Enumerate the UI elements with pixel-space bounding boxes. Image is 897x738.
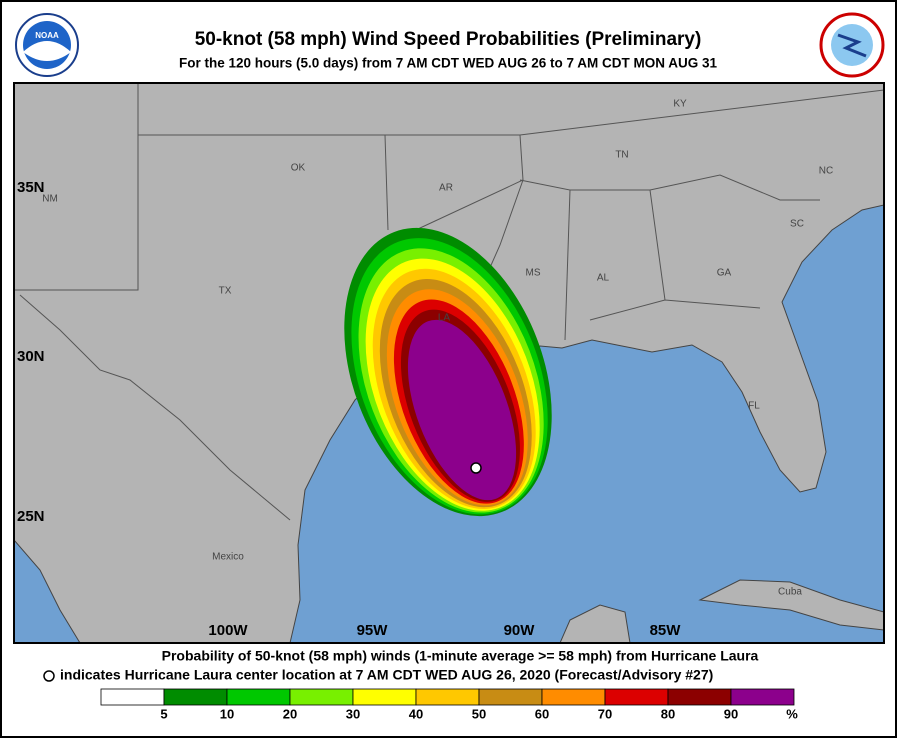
place-label: FL: [748, 401, 760, 412]
place-label: TX: [219, 286, 232, 297]
legend-swatch: [289, 688, 354, 706]
map-border: [13, 82, 885, 644]
logo-text: NOAA: [35, 31, 59, 40]
place-label: AR: [439, 183, 453, 194]
place-label: LA: [438, 313, 451, 324]
noaa-logo: NOAA: [15, 13, 79, 77]
legend-tick-label: 30: [346, 706, 360, 721]
cuba: [698, 579, 884, 631]
legend-swatch: [100, 688, 165, 706]
legend-tick-label: 20: [283, 706, 297, 721]
legend: 5 10 20 30 40 50 60 70 80 90%: [100, 688, 798, 721]
footer-line1: Probability of 50-knot (58 mph) winds (1…: [162, 648, 759, 664]
place-label: Mexico: [212, 552, 244, 563]
map: KY TN NC OK AR SC NM MS AL GA TX LA FL Mexico Cuba 35N 3…: [14, 83, 884, 643]
lon-label: 90W: [504, 622, 536, 639]
lat-label: 25N: [17, 508, 45, 525]
pacific: [14, 539, 81, 643]
place-label: KY: [673, 99, 687, 110]
place-label: NM: [42, 194, 58, 205]
title: 50-knot (58 mph) Wind Speed Probabilitie…: [195, 29, 702, 50]
legend-swatch: [226, 688, 291, 706]
lat-label: 30N: [17, 348, 45, 365]
place-label: OK: [291, 163, 306, 174]
place-label: MS: [526, 268, 541, 279]
legend-swatch: [415, 688, 480, 706]
swath-band: [407, 319, 517, 501]
lon-label: 85W: [650, 622, 682, 639]
legend-swatch: [478, 688, 543, 706]
map-labels: KY TN NC OK AR SC NM MS AL GA TX LA FL Mexico Cuba 35N 3…: [17, 99, 833, 639]
legend-swatch: [163, 688, 228, 706]
place-label: AL: [597, 273, 610, 284]
place-label: Cuba: [778, 587, 802, 598]
legend-swatch: [541, 688, 606, 706]
probability-swath: [344, 227, 552, 517]
place-label: GA: [717, 268, 732, 279]
legend-swatch: [352, 688, 417, 706]
legend-tick-label: 40: [409, 706, 423, 721]
footer-line2: indicates Hurricane Laura center locatio…: [60, 667, 713, 683]
legend-tick-label: 90: [724, 706, 738, 721]
legend-swatch: [730, 688, 795, 706]
legend-swatch: [604, 688, 669, 706]
place-label: NC: [819, 166, 833, 177]
lat-label: 35N: [17, 179, 45, 196]
center-location: [470, 462, 482, 474]
legend-tick-label: 80: [661, 706, 675, 721]
legend-tick-label: 5: [160, 706, 167, 721]
legend-unit: %: [786, 706, 798, 721]
legend-tick-label: 10: [220, 706, 234, 721]
legend-swatch: [667, 688, 732, 706]
subtitle: For the 120 hours (5.0 days) from 7 AM C…: [179, 56, 718, 71]
place-label: SC: [790, 219, 804, 230]
lon-label: 100W: [208, 622, 248, 639]
legend-tick-label: 70: [598, 706, 612, 721]
yucatan: [559, 604, 631, 643]
lon-label: 95W: [357, 622, 389, 639]
place-label: TN: [615, 150, 628, 161]
legend-tick-label: 60: [535, 706, 549, 721]
footer-marker: [43, 670, 55, 682]
legend-tick-label: 50: [472, 706, 486, 721]
nws-logo: [819, 12, 885, 78]
